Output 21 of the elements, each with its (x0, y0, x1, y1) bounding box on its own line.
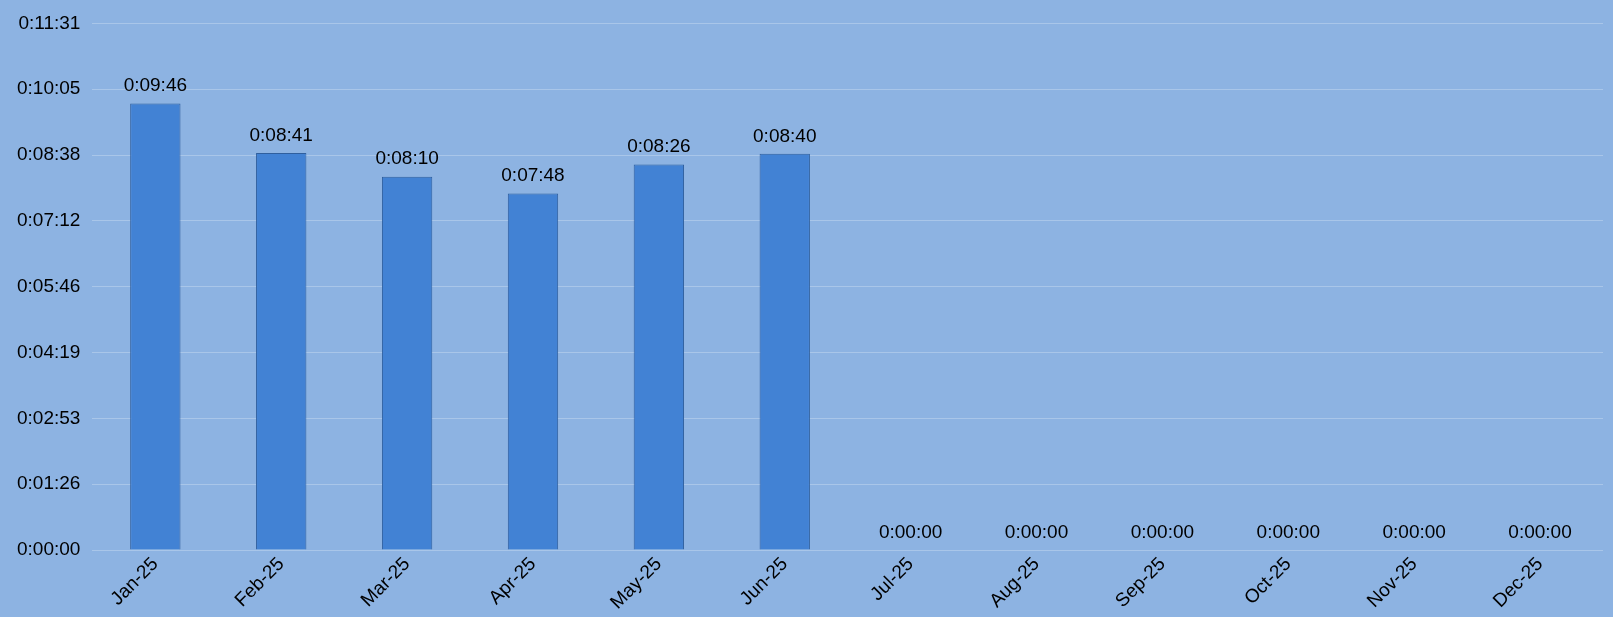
y-tick-label: 0:01:26 (16, 472, 81, 494)
y-tick-label: 0:08:38 (16, 143, 81, 165)
y-tick-label: 0:05:46 (16, 274, 81, 296)
data-label: 0:00:00 (878, 520, 943, 542)
data-label: 0:00:00 (1256, 520, 1320, 542)
data-label: 0:08:40 (753, 124, 817, 146)
data-label: 0:08:10 (375, 147, 439, 169)
data-label: 0:00:00 (1382, 520, 1446, 542)
data-label: 0:00:00 (1508, 520, 1572, 542)
y-tick-label: 0:11:31 (18, 11, 81, 33)
data-label: 0:00:00 (1004, 520, 1069, 542)
data-label: 0:00:00 (1130, 520, 1195, 542)
data-label: 0:08:26 (627, 135, 691, 157)
y-tick-label: 0:02:53 (16, 406, 81, 428)
y-tick-label: 0:07:12 (16, 209, 81, 231)
y-tick-label: 0:00:00 (16, 538, 81, 560)
data-label: 0:07:48 (501, 164, 565, 186)
y-tick-label: 0:10:05 (16, 77, 81, 99)
data-label: 0:09:46 (123, 74, 188, 96)
y-tick-label: 0:04:19 (16, 340, 81, 362)
data-label: 0:08:41 (249, 123, 313, 145)
